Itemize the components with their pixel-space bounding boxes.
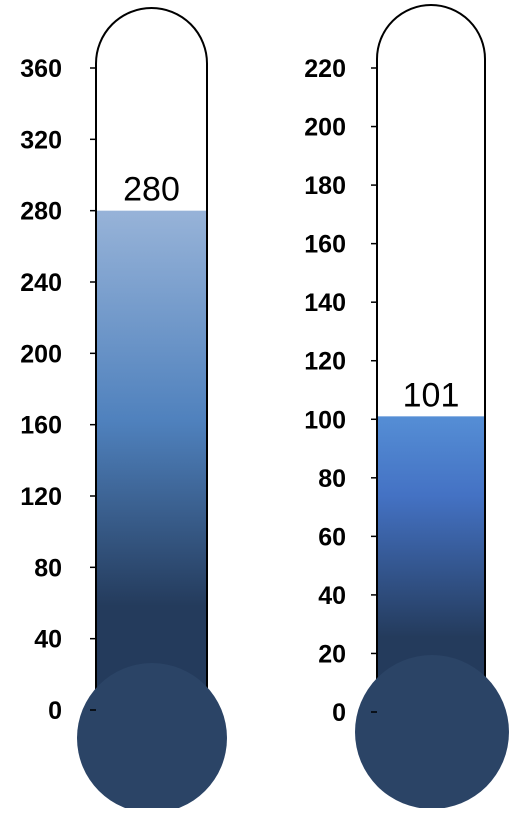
thermometer-1: 0 40 80 120 160 200 240 280 320 360 280 xyxy=(20,7,227,813)
tick-label: 240 xyxy=(20,269,62,297)
tick-label: 0 xyxy=(332,699,346,727)
tick-label: 160 xyxy=(20,412,62,440)
tick-label: 80 xyxy=(318,465,346,493)
tick-label: 280 xyxy=(20,198,62,226)
tick-label: 60 xyxy=(318,523,346,551)
tick-label: 200 xyxy=(304,114,346,142)
thermometer-bulb xyxy=(355,655,509,809)
tick-label: 200 xyxy=(20,340,62,368)
thermometer-bulb xyxy=(77,663,227,813)
tick-label: 0 xyxy=(48,697,62,725)
tick-label: 80 xyxy=(34,554,62,582)
tick-label: 140 xyxy=(304,289,346,317)
tick-label: 40 xyxy=(318,582,346,610)
tick-label: 100 xyxy=(304,406,346,434)
tick-label: 320 xyxy=(20,126,62,154)
tick-label: 20 xyxy=(318,640,346,668)
value-label: 101 xyxy=(403,376,460,414)
tick-label: 220 xyxy=(304,55,346,83)
tick-label: 180 xyxy=(304,172,346,200)
thermometer-fill xyxy=(97,210,206,738)
tick-label: 160 xyxy=(304,231,346,259)
tick-label: 120 xyxy=(304,348,346,376)
value-label: 280 xyxy=(123,171,180,209)
tick-label: 40 xyxy=(34,626,62,654)
tick-label: 360 xyxy=(20,55,62,83)
tick-label: 120 xyxy=(20,483,62,511)
thermometer-2: 0 20 40 60 80 100 120 140 160 180 200 220 101 xyxy=(304,4,509,809)
